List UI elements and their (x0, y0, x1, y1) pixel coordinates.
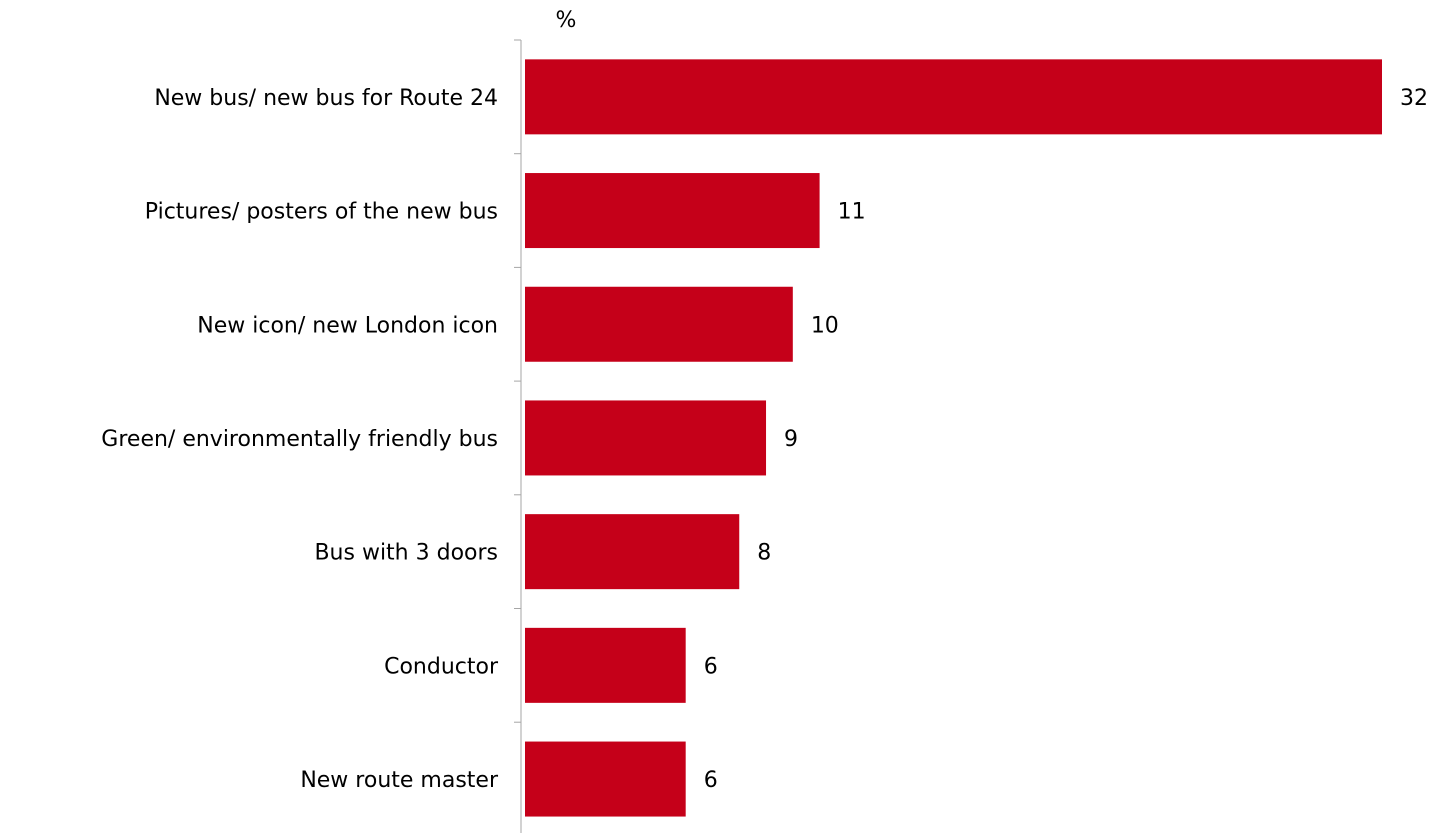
category-label: New icon/ new London icon (197, 313, 498, 338)
category-label: New route master (300, 768, 499, 793)
data-label: 9 (784, 427, 798, 452)
category-label: Green/ environmentally friendly bus (101, 427, 498, 452)
bar-6 (525, 627, 686, 703)
category-labels: New bus/ new bus for Route 24 Pictures/ p… (101, 86, 499, 793)
data-label: 11 (838, 200, 866, 225)
data-labels: 32 11 10 9 8 6 6 (704, 86, 1428, 793)
category-label: Conductor (384, 654, 499, 679)
y-axis (514, 39, 522, 837)
data-label: 6 (704, 768, 718, 793)
unit-label: % (556, 8, 577, 33)
category-label: Bus with 3 doors (314, 541, 498, 566)
bar-2 (525, 173, 820, 249)
bar-3 (525, 286, 793, 362)
bar-1 (525, 59, 1382, 135)
category-label: Pictures/ posters of the new bus (145, 200, 498, 225)
data-label: 8 (757, 541, 771, 566)
bar-7 (525, 741, 686, 817)
data-label: 6 (704, 654, 718, 679)
bars-group (525, 59, 1382, 817)
data-label: 10 (811, 313, 839, 338)
bar-5 (525, 514, 740, 590)
data-label: 32 (1400, 86, 1428, 111)
bar-4 (525, 400, 767, 476)
category-label: New bus/ new bus for Route 24 (154, 86, 498, 111)
